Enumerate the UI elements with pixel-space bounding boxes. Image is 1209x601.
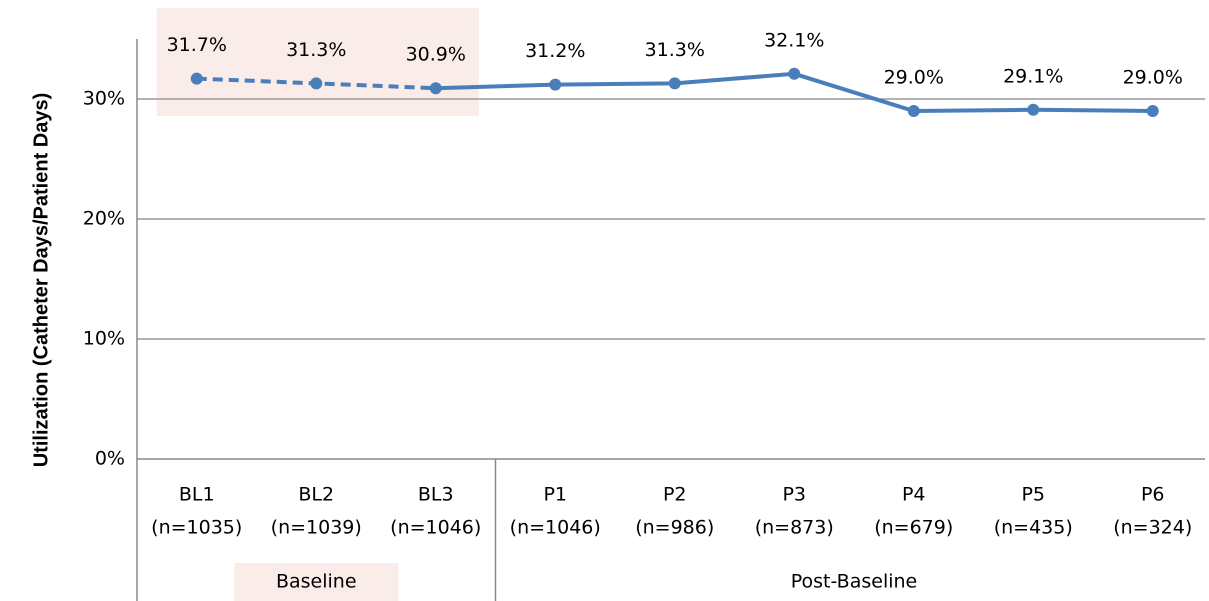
- y-tick-label: 20%: [83, 208, 125, 230]
- sample-size: (n=1046): [510, 517, 601, 539]
- group-label: Baseline: [276, 571, 357, 593]
- value-label: 32.1%: [764, 29, 824, 51]
- x-tick-label: P3: [782, 484, 806, 506]
- x-tick-label: BL1: [179, 484, 215, 506]
- sample-size: (n=679): [874, 517, 953, 539]
- value-label: 31.3%: [645, 39, 705, 61]
- value-label: 31.2%: [525, 40, 585, 62]
- x-tick-label: BL2: [298, 484, 334, 506]
- x-tick-label: P2: [663, 484, 687, 506]
- sample-size: (n=986): [635, 517, 714, 539]
- value-label: 29.0%: [884, 67, 944, 89]
- value-label: 31.7%: [167, 34, 227, 56]
- group-label: Post-Baseline: [791, 571, 918, 593]
- value-label: 30.9%: [406, 44, 466, 66]
- x-tick-label: BL3: [418, 484, 454, 506]
- sample-size: (n=1046): [390, 517, 481, 539]
- point: [549, 78, 562, 91]
- x-tick-label: P6: [1141, 484, 1165, 506]
- x-tick-label: P4: [902, 484, 926, 506]
- sample-size: (n=324): [1113, 517, 1192, 539]
- y-tick-label: 30%: [83, 88, 125, 110]
- sample-size: (n=1035): [151, 517, 242, 539]
- point: [1146, 105, 1159, 117]
- group-label-bg: [234, 563, 399, 601]
- point: [429, 82, 442, 95]
- sample-size: (n=435): [994, 517, 1073, 539]
- point: [190, 72, 203, 85]
- sample-size: (n=873): [755, 517, 834, 539]
- point: [1027, 103, 1040, 116]
- y-tick-label: 10%: [83, 328, 125, 350]
- point: [788, 67, 801, 80]
- point: [310, 77, 323, 90]
- y-tick-label: 0%: [95, 448, 125, 470]
- value-label: 31.3%: [286, 39, 346, 61]
- series-line: [555, 71, 1153, 114]
- y-axis-label: Utilization (Catheter Days/Patient Days): [30, 93, 52, 468]
- x-tick-label: P5: [1021, 484, 1045, 506]
- point: [907, 105, 920, 117]
- series-connector: [435, 82, 556, 91]
- x-tick-label: P1: [543, 484, 567, 506]
- group-highlight: [156, 8, 479, 116]
- value-label: 29.1%: [1003, 65, 1063, 87]
- sample-size: (n=1039): [271, 517, 362, 539]
- value-label: 29.0%: [1123, 67, 1183, 89]
- point: [668, 77, 681, 90]
